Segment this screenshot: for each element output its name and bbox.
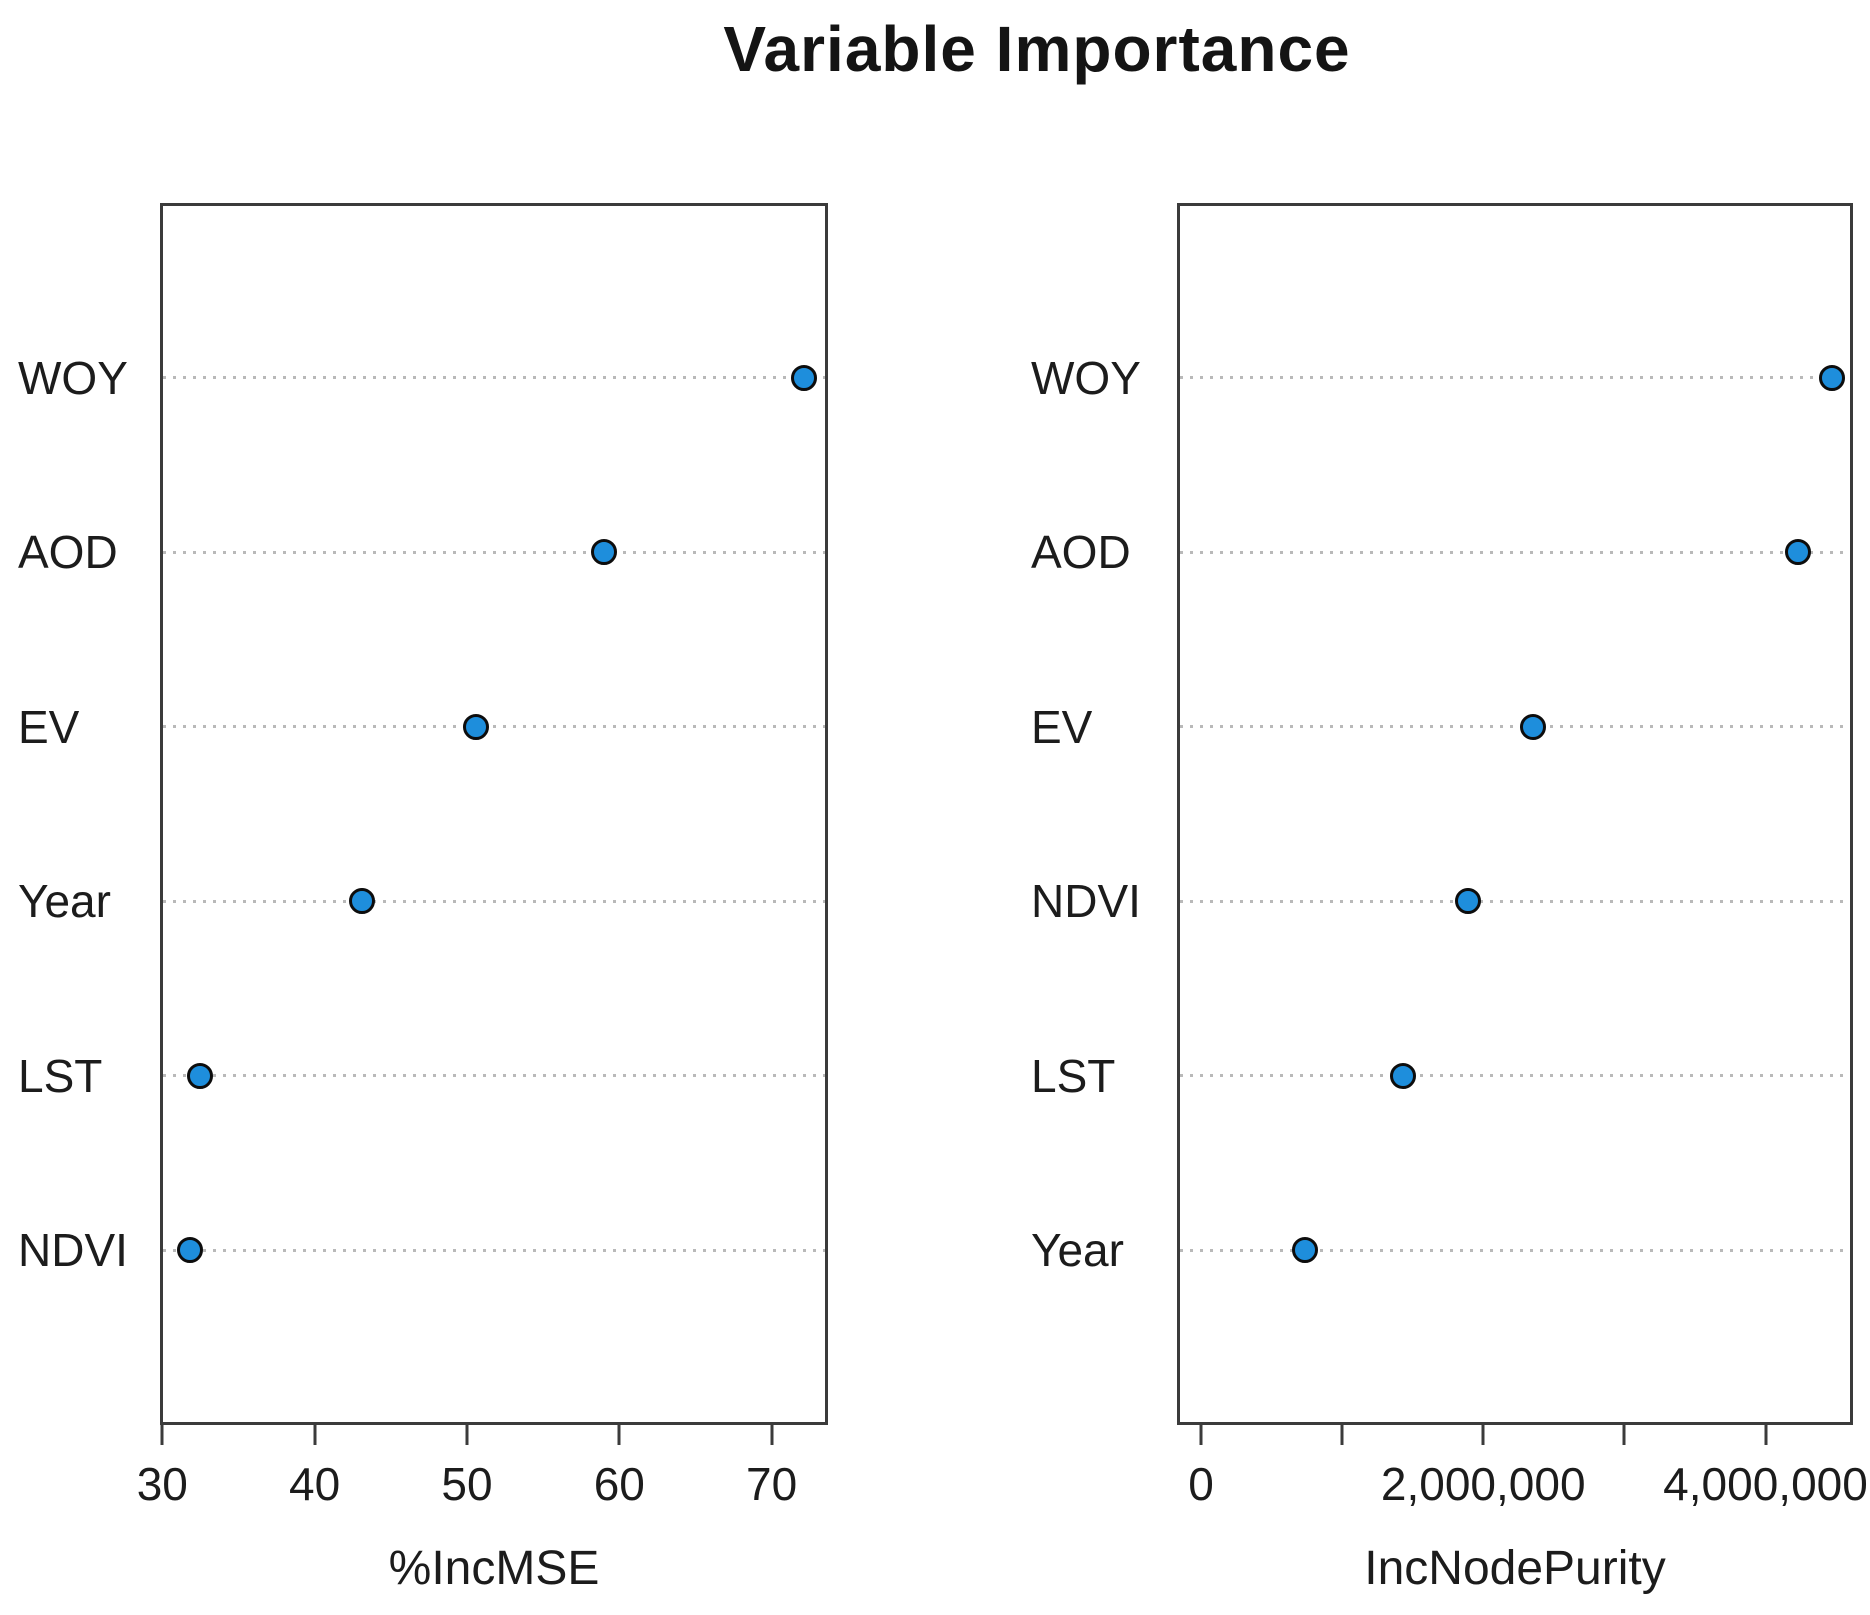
x-axis-tick (465, 1425, 469, 1445)
data-point-aod (1784, 539, 1811, 566)
x-axis-tick (1764, 1425, 1767, 1445)
grid-line (163, 1248, 825, 1252)
x-axis-tick (313, 1425, 317, 1445)
y-axis-label-woy: WOY (1031, 351, 1141, 404)
y-axis-label-ndvi: NDVI (1031, 875, 1141, 928)
grid-line (1180, 1074, 1850, 1078)
data-point-ndvi (1454, 888, 1481, 915)
y-axis-label-aod: AOD (1031, 526, 1131, 579)
x-axis-tick (1622, 1425, 1626, 1445)
y-axis-label-ndvi: NDVI (18, 1224, 128, 1277)
x-axis-tick (770, 1425, 774, 1445)
y-axis-label-woy: WOY (18, 351, 128, 404)
y-axis-label-ev: EV (18, 700, 80, 753)
plot-box-right (1177, 203, 1853, 1425)
x-axis-tick-label: 0 (1188, 1458, 1214, 1510)
x-axis-label-right: IncNodePurity (1364, 1542, 1666, 1595)
y-axis-label-year: Year (18, 875, 111, 928)
y-axis-label-ev: EV (1031, 700, 1093, 753)
x-axis-tick-label: 60 (593, 1458, 645, 1510)
x-axis-tick-label: 2,000,000 (1380, 1458, 1586, 1510)
x-axis-tick-label: 30 (136, 1458, 188, 1510)
x-axis-tick-label: 40 (289, 1458, 341, 1510)
grid-line (163, 550, 825, 554)
data-point-woy (790, 364, 817, 391)
x-axis-tick (1199, 1425, 1203, 1445)
x-axis-tick-label: 70 (746, 1458, 798, 1510)
data-point-ev (1519, 713, 1546, 740)
data-point-year (1292, 1237, 1319, 1264)
grid-line (1180, 1248, 1850, 1252)
grid-line (1180, 550, 1850, 554)
data-point-lst (187, 1062, 214, 1089)
data-point-year (348, 888, 375, 915)
y-axis-label-year: Year (1031, 1224, 1124, 1277)
x-axis-tick (1481, 1425, 1485, 1445)
grid-line (1180, 725, 1850, 729)
chart-title: Variable Importance (723, 13, 1351, 85)
data-point-ev (463, 713, 490, 740)
grid-line (1180, 376, 1850, 380)
y-axis-label-lst: LST (18, 1049, 103, 1102)
data-point-ndvi (176, 1237, 203, 1264)
x-axis-tick (160, 1425, 164, 1445)
y-axis-label-aod: AOD (18, 526, 118, 579)
x-axis-tick-label: 4,000,000 (1663, 1458, 1868, 1510)
grid-line (163, 376, 825, 380)
data-point-woy (1818, 364, 1845, 391)
x-axis-tick (1340, 1425, 1344, 1445)
x-axis-label-left: %IncMSE (388, 1542, 600, 1595)
x-axis-tick-label: 50 (441, 1458, 493, 1510)
data-point-lst (1389, 1062, 1416, 1089)
grid-line (163, 899, 825, 903)
grid-line (163, 725, 825, 729)
grid-line (1180, 899, 1850, 903)
grid-line (163, 1074, 825, 1078)
x-axis-tick (617, 1425, 621, 1445)
data-point-aod (591, 539, 618, 566)
plot-box-left (160, 203, 828, 1425)
y-axis-label-lst: LST (1031, 1049, 1116, 1102)
